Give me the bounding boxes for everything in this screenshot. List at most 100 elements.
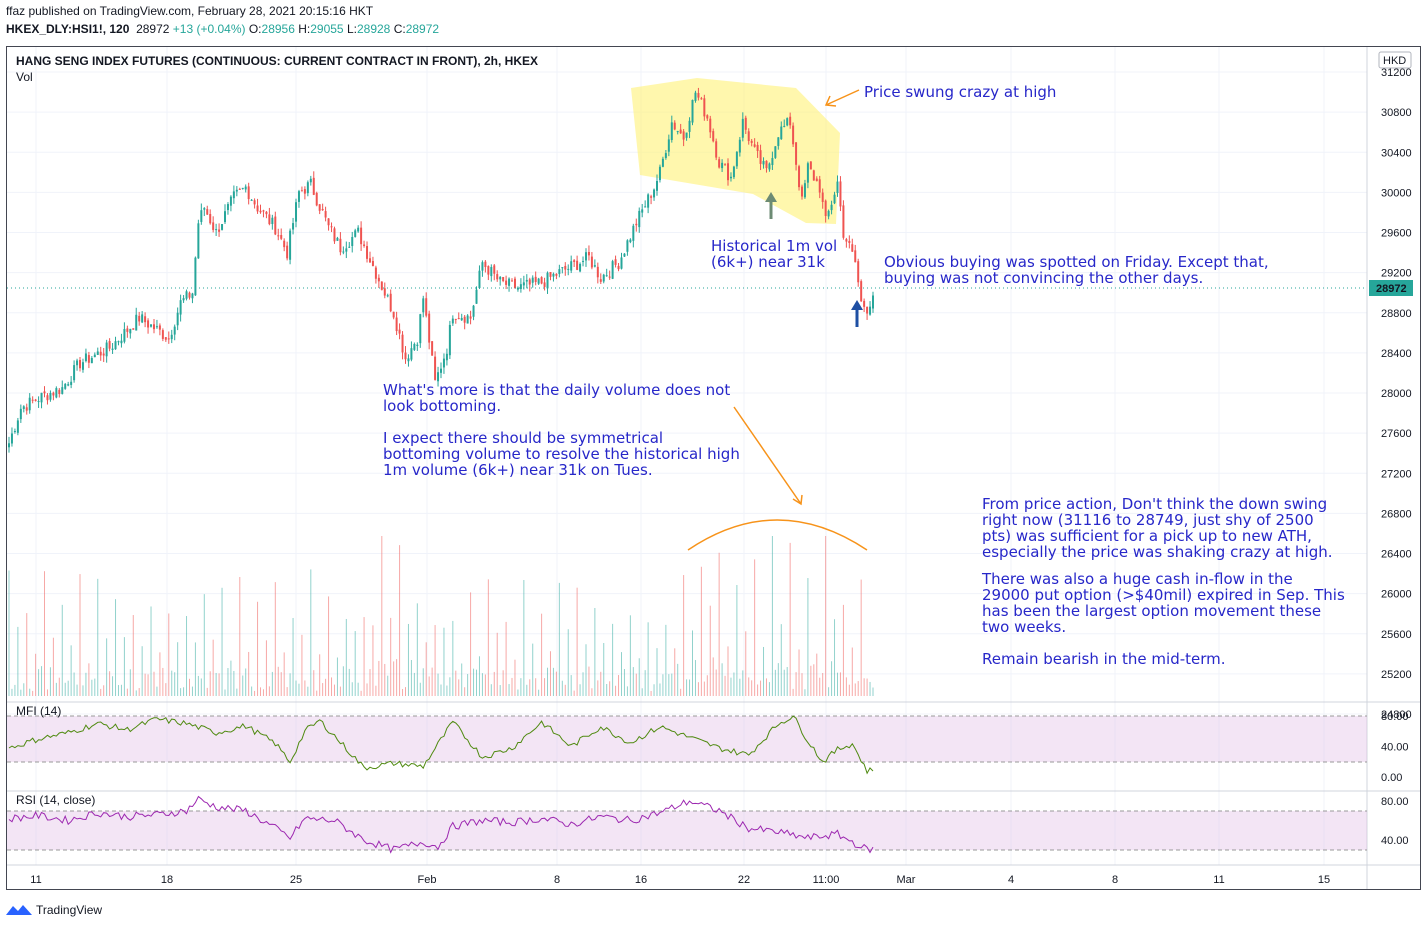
- candle-body: [490, 267, 493, 277]
- candle-body: [87, 355, 90, 363]
- candle-body: [428, 313, 431, 343]
- candle-body: [771, 158, 774, 166]
- candle-body: [729, 176, 732, 179]
- candle-body: [670, 122, 673, 140]
- candle-body: [667, 139, 670, 152]
- candle-body: [866, 306, 869, 314]
- candle-body: [108, 341, 111, 349]
- candle-body: [673, 122, 676, 130]
- time-axis[interactable]: 11 18 25 Feb 8 16 22 11:00 Mar 4 8 11 15: [30, 874, 1330, 886]
- candle-body: [815, 178, 818, 182]
- candle-body: [64, 383, 67, 389]
- candle-body: [798, 166, 801, 188]
- grid: [7, 47, 1367, 865]
- candle-body: [664, 153, 667, 158]
- candle-body: [454, 318, 457, 320]
- footer: TradingView: [6, 903, 102, 917]
- price-tick: 26000: [1381, 589, 1412, 601]
- candle-body: [209, 213, 212, 224]
- tradingview-logo-icon[interactable]: [6, 903, 32, 917]
- chart-title: HANG SENG INDEX FUTURES (CONTINUOUS: CUR…: [16, 54, 538, 68]
- candle-body: [694, 92, 697, 101]
- candle-body: [49, 393, 52, 400]
- candle-body: [466, 315, 469, 324]
- candle-body: [641, 209, 644, 213]
- candle-body: [851, 244, 854, 252]
- candle-body: [795, 142, 798, 165]
- candle-body: [626, 240, 629, 252]
- candle-body: [235, 189, 238, 192]
- symbol-line: HKEX_DLY:HSI1!, 120 28972 +13 (+0.04%) O…: [6, 22, 439, 36]
- candle-body: [608, 276, 611, 278]
- price-tick: 30400: [1381, 147, 1412, 159]
- annotation-pa1: From price action, Don't think the down …: [982, 495, 1327, 513]
- published-line: ffaz published on TradingView.com, Febru…: [6, 4, 374, 18]
- symbol-name[interactable]: HKEX_DLY:HSI1!, 120: [6, 22, 130, 36]
- candle-body: [206, 209, 209, 215]
- candle-body: [567, 268, 570, 270]
- annotation-friday1: Obvious buying was spotted on Friday. Ex…: [884, 253, 1269, 271]
- arrow-to-volume-icon: [733, 406, 803, 506]
- candle-body: [860, 281, 863, 302]
- candle-body: [262, 210, 265, 212]
- candle-body: [425, 298, 428, 316]
- mfi-band: [7, 716, 1367, 762]
- candle-body: [685, 132, 688, 138]
- candle-body: [647, 194, 650, 208]
- candle-body: [152, 324, 155, 330]
- candle-body: [170, 334, 173, 340]
- candle-body: [579, 263, 582, 272]
- candle-body: [478, 270, 481, 288]
- candle-body: [419, 314, 422, 344]
- candle-body: [46, 395, 49, 401]
- price-axis[interactable]: 31200 30800 30400 30000 29600 29200 28800 28400…: [1381, 67, 1412, 721]
- candle-body: [226, 204, 229, 211]
- candle-body: [229, 196, 232, 206]
- candle-body: [179, 300, 182, 315]
- candle-body: [351, 236, 354, 247]
- candle-body: [487, 266, 490, 275]
- candle-body: [309, 178, 312, 183]
- price-tick: 27200: [1381, 468, 1412, 480]
- candle-body: [200, 210, 203, 222]
- candle-body: [79, 360, 82, 369]
- candle-body: [404, 352, 407, 360]
- candle-body: [135, 314, 138, 331]
- candle-body: [336, 237, 339, 241]
- candle-body: [546, 272, 549, 289]
- candle-body: [809, 161, 812, 170]
- candle-body: [765, 160, 768, 169]
- candle-body: [76, 360, 79, 366]
- time-tick: 11: [1213, 874, 1224, 886]
- candle-body: [691, 99, 694, 123]
- high-label: H:: [298, 22, 311, 36]
- candle-body: [300, 190, 303, 192]
- price-tick: 28400: [1381, 348, 1412, 360]
- candle-body: [73, 365, 76, 381]
- candle-body: [413, 344, 416, 350]
- annotation-expect1: I expect there should be symmetrical: [383, 429, 663, 447]
- candle-body: [182, 298, 185, 301]
- low-value: 28928: [356, 22, 391, 36]
- candle-body: [58, 389, 61, 395]
- chart-svg[interactable]: 31200 30800 30400 30000 29600 29200 28800 28400…: [7, 47, 1420, 889]
- candle-body: [93, 354, 96, 358]
- chart-frame[interactable]: 31200 30800 30400 30000 29600 29200 28800 28400…: [6, 46, 1421, 890]
- candle-body: [19, 408, 22, 420]
- annotation-swing: Price swung crazy at high: [864, 83, 1056, 101]
- candle-body: [141, 314, 144, 323]
- candle-body: [528, 279, 531, 285]
- candle-body: [800, 186, 803, 197]
- candle-body: [167, 338, 170, 340]
- footer-brand[interactable]: TradingView: [36, 903, 103, 917]
- candle-body: [596, 266, 599, 278]
- candle-body: [614, 259, 617, 265]
- annotation-daily2: look bottoming.: [383, 397, 501, 415]
- candle-body: [123, 328, 126, 342]
- candle-body: [114, 341, 117, 350]
- price-tick: 31200: [1381, 67, 1412, 79]
- candle-body: [732, 166, 735, 178]
- price-tick: 27600: [1381, 428, 1412, 440]
- candle-body: [43, 391, 46, 394]
- price-badge: [1369, 280, 1413, 296]
